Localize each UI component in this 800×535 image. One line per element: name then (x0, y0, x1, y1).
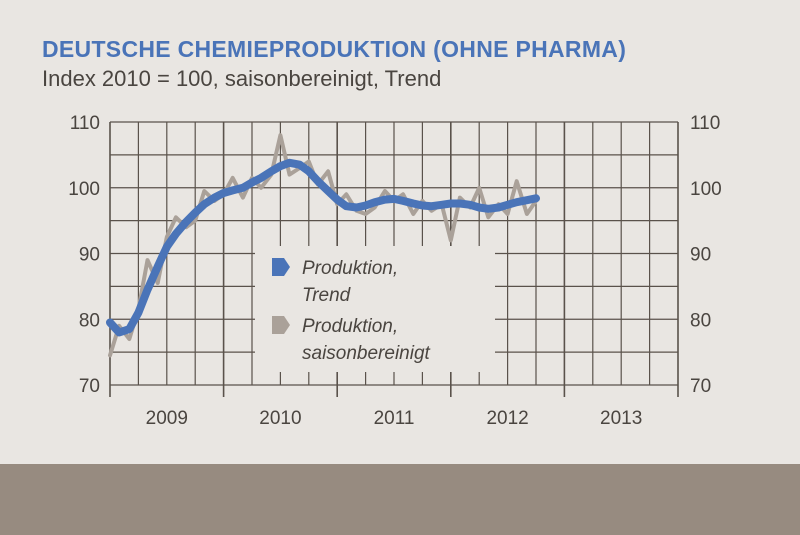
legend-label-line: Produktion, (302, 258, 398, 279)
x-tick-label: 2011 (374, 408, 415, 429)
series (106, 133, 540, 358)
legend-label-line: Produktion, (302, 316, 398, 337)
y-tick-label-right: 90 (690, 245, 711, 266)
y-tick-label-left: 110 (70, 113, 100, 134)
legend-background (255, 246, 495, 372)
chart-subtitle: Index 2010 = 100, saisonbereinigt, Trend (42, 66, 442, 91)
legend-label-line: Trend (302, 285, 352, 306)
legend-swatch (272, 316, 290, 334)
footer-band (0, 464, 800, 535)
x-tick-label: 2012 (486, 408, 528, 429)
y-tick-label-right: 110 (690, 113, 720, 134)
y-tick-label-right: 100 (690, 179, 722, 200)
y-tick-label-right: 70 (690, 376, 711, 397)
y-tick-label-left: 100 (68, 179, 100, 200)
series-line-trend (106, 158, 540, 337)
legend: Produktion, Trend Produktion, saisonbereini… (272, 258, 431, 364)
legend-label-line: saisonbereinigt (302, 343, 431, 364)
chart-title: DEUTSCHE CHEMIEPRODUKTION (OHNE PHARMA) (42, 36, 627, 62)
y-tick-label-left: 80 (79, 310, 100, 331)
x-tick-label: 2010 (259, 408, 301, 429)
legend-swatch (272, 258, 290, 276)
axis-ticks: 70 70 80 80 90 90 100 100 110 110 2009 2010 2011 2012… (68, 113, 721, 429)
x-tick-label: 2013 (600, 408, 642, 429)
x-tick-label: 2009 (146, 408, 188, 429)
y-tick-label-left: 70 (79, 376, 100, 397)
y-tick-label-right: 80 (690, 310, 711, 331)
y-tick-label-left: 90 (79, 245, 100, 266)
